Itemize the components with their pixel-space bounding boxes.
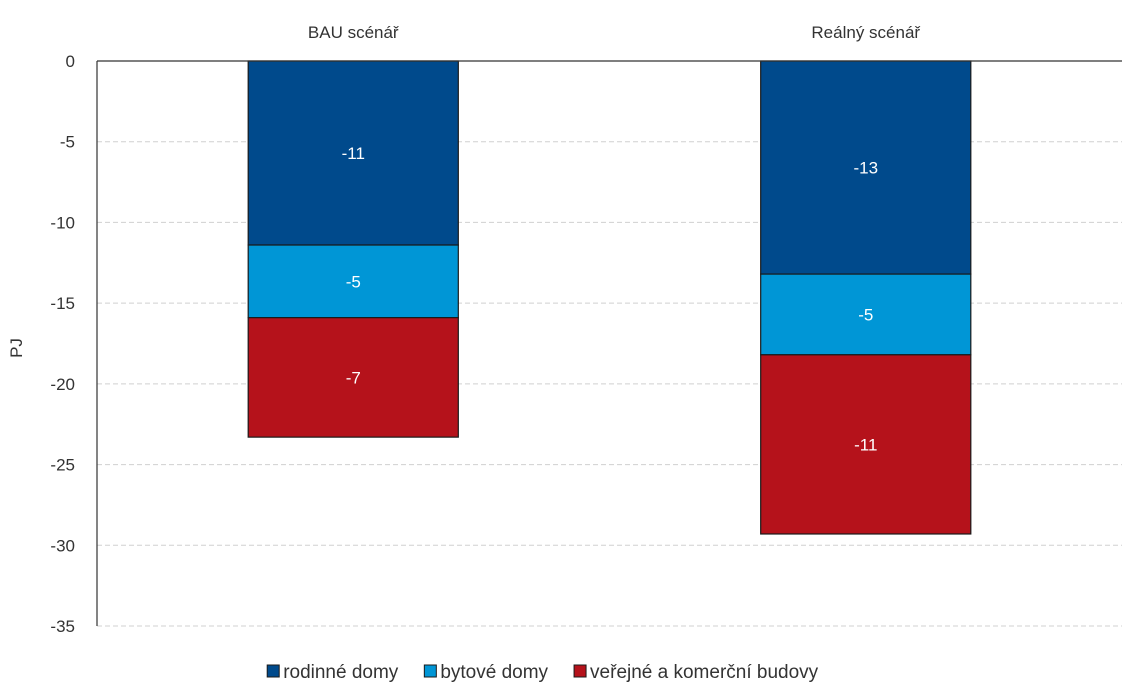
legend-swatch: [266, 664, 280, 678]
y-tick-label: -30: [50, 536, 75, 555]
bar-segment: [247, 60, 459, 246]
data-label: -13: [853, 159, 878, 178]
legend-label: rodinné domy: [283, 662, 399, 683]
legend-label: veřejné a komerční budovy: [590, 662, 819, 683]
y-tick-label: -25: [50, 456, 75, 475]
data-label: -5: [346, 272, 361, 291]
category-label: BAU scénář: [308, 23, 399, 42]
y-axis-title: PJ: [7, 338, 26, 358]
bars: [247, 60, 972, 535]
y-tick-label: -20: [50, 375, 75, 394]
bar-segment: [760, 354, 972, 535]
axes: 0 -5 -10 -15 -20 -25 -30 -35 BAU scénář Reálný sc…: [50, 23, 1122, 636]
legend: rodinné domy bytové domy veřejné a komerčn…: [266, 662, 819, 683]
legend-swatch: [573, 664, 587, 678]
category-label: Reálný scénář: [811, 23, 920, 42]
data-label: -5: [858, 305, 873, 324]
legend-swatch: [423, 664, 437, 678]
y-tick-label: -5: [60, 133, 75, 152]
y-tick-label: -35: [50, 617, 75, 636]
data-label: -11: [854, 435, 877, 454]
legend-label: bytové domy: [440, 662, 548, 683]
data-label: -7: [346, 368, 361, 387]
data-label: -11: [342, 144, 365, 163]
y-tick-label: -15: [50, 294, 75, 313]
bar-segment: [247, 244, 459, 319]
y-tick-label: 0: [66, 52, 75, 71]
bar-segment: [247, 317, 459, 438]
data-labels: -11 -5 -7 -13 -5 -11: [342, 144, 878, 454]
y-tick-label: -10: [50, 213, 75, 232]
